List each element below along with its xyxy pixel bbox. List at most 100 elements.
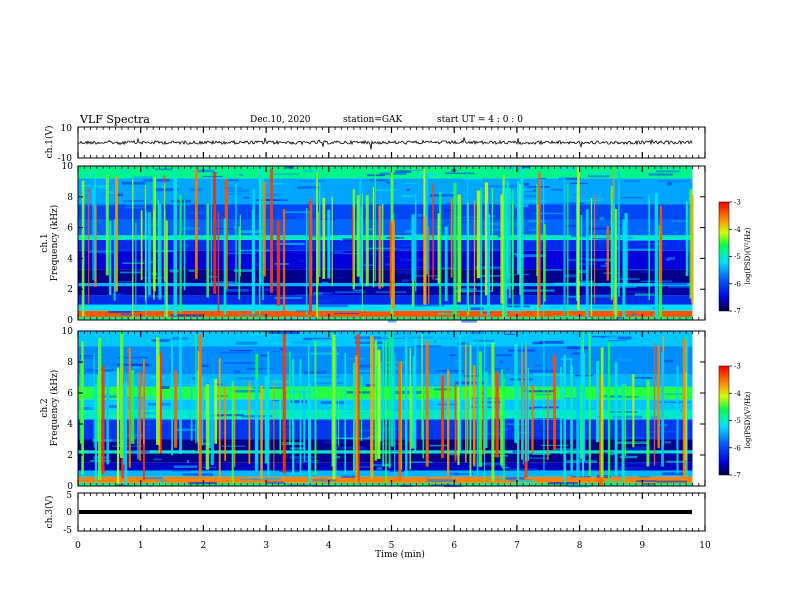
sferic-burst — [375, 365, 378, 458]
noise-speck — [120, 313, 136, 316]
noise-speck — [603, 480, 622, 483]
noise-speck — [160, 207, 163, 209]
sferic-burst — [299, 358, 302, 475]
noise-speck — [131, 269, 143, 272]
noise-speck — [487, 357, 519, 360]
noise-speck — [267, 193, 282, 197]
noise-speck — [520, 188, 533, 192]
noise-speck — [115, 441, 139, 444]
noise-speck — [479, 317, 486, 320]
sferic-burst — [154, 177, 156, 292]
noise-speck — [195, 450, 200, 452]
sferic-burst — [179, 332, 182, 454]
noise-speck — [108, 310, 132, 314]
noise-speck — [522, 166, 531, 169]
sferic-burst — [473, 201, 476, 305]
noise-speck — [624, 437, 653, 439]
noise-speck — [333, 251, 344, 254]
noise-speck — [567, 258, 576, 262]
sferic-burst — [488, 213, 490, 315]
noise-speck — [449, 354, 457, 356]
ch1-colorbar-ticks: -3 -4 -5 -6 -7 — [729, 199, 741, 316]
noise-speck — [189, 424, 198, 427]
noise-speck — [123, 200, 145, 203]
noise-speck — [658, 401, 691, 403]
noise-speck — [662, 472, 684, 476]
noise-speck — [296, 310, 310, 312]
noise-speck — [639, 475, 650, 478]
noise-speck — [533, 470, 544, 472]
sferic-burst — [536, 184, 538, 277]
noise-speck — [140, 395, 163, 399]
noise-speck — [491, 455, 509, 457]
sferic-burst — [543, 224, 546, 302]
noise-speck — [609, 452, 615, 456]
noise-speck — [233, 370, 240, 373]
noise-speck — [133, 176, 153, 179]
noise-speck — [499, 360, 503, 364]
noise-speck — [146, 224, 158, 227]
sferic-burst — [465, 344, 467, 463]
noise-speck — [437, 370, 464, 372]
noise-speck — [264, 336, 272, 338]
noise-speck — [634, 445, 651, 449]
sferic-burst — [372, 187, 375, 288]
sferic-burst — [618, 170, 620, 297]
noise-speck — [353, 289, 363, 292]
ch1-colorbar-label: log(PSD)(V²/Hz) — [744, 227, 752, 284]
noise-speck — [465, 341, 475, 345]
noise-speck — [668, 286, 690, 288]
sferic-burst — [378, 205, 381, 289]
ch2-spectrogram-ylabel-freq: Frequency (kHz) — [49, 370, 60, 447]
noise-speck — [377, 462, 387, 465]
noise-speck — [319, 292, 333, 295]
noise-speck — [387, 333, 412, 335]
sferic-burst — [447, 370, 450, 476]
sferic-burst — [356, 334, 360, 483]
noise-speck — [335, 455, 340, 459]
noise-speck — [156, 476, 162, 478]
noise-speck — [310, 352, 340, 355]
noise-speck — [537, 430, 568, 432]
noise-speck — [312, 479, 337, 482]
ytick-label: 2 — [67, 451, 73, 461]
noise-speck — [482, 228, 500, 231]
sferic-burst — [231, 381, 234, 484]
noise-speck — [243, 196, 250, 199]
noise-speck — [289, 456, 315, 459]
noise-speck — [522, 199, 548, 203]
noise-speck — [97, 186, 106, 189]
sferic-burst — [259, 208, 262, 277]
noise-speck — [219, 351, 250, 354]
noise-speck — [600, 451, 615, 455]
noise-speck — [496, 433, 504, 436]
noise-speck — [621, 197, 644, 199]
noise-speck — [337, 276, 342, 279]
noise-speck — [144, 411, 159, 415]
sferic-burst — [423, 216, 427, 305]
noise-speck — [574, 198, 601, 200]
noise-speck — [570, 476, 591, 478]
sferic-burst — [595, 361, 600, 443]
sferic-burst — [622, 219, 626, 320]
sferic-burst — [624, 212, 628, 287]
xtick-label: 7 — [514, 541, 520, 551]
noise-speck — [161, 187, 165, 189]
noise-speck — [286, 484, 317, 486]
sferic-burst — [289, 351, 291, 446]
noise-speck — [143, 170, 150, 173]
noise-speck — [236, 341, 258, 345]
sferic-burst — [310, 198, 313, 296]
sferic-burst — [279, 392, 281, 455]
sferic-burst — [147, 212, 151, 296]
noise-speck — [100, 371, 126, 374]
noise-speck — [239, 173, 244, 177]
noise-speck — [592, 336, 610, 338]
figure-title: VLF Spectra — [79, 113, 150, 126]
noise-speck — [579, 257, 589, 261]
noise-speck — [186, 460, 190, 463]
sferic-burst — [450, 198, 453, 278]
noise-speck — [307, 347, 337, 350]
sferic-burst — [613, 200, 615, 281]
ytick-label: 8 — [67, 358, 73, 368]
